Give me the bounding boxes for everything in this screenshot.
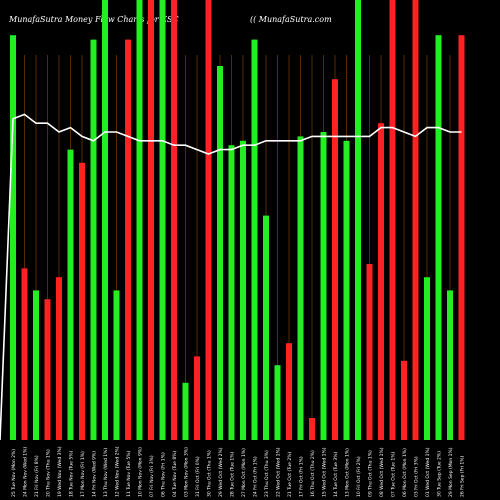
bar	[251, 39, 258, 440]
bar	[159, 0, 166, 440]
x-tick-label: 23 Thu Oct (Thu 3%)	[264, 450, 270, 497]
bar	[332, 79, 338, 440]
x-tick-label: 27 Mon Oct (Mon 1%)	[241, 448, 247, 497]
x-tick-label: 30 Thu Oct (Thu 1%)	[207, 450, 213, 497]
x-tick-label: 07 Fri Nov (Fri 3%)	[149, 455, 155, 497]
bar	[205, 0, 212, 440]
money-flow-line-layer	[0, 113, 462, 441]
x-tick-label: 06 Mon Oct (Mon 1%)	[402, 448, 408, 497]
chart-title: MunafaSutra Money Flow Charts for ESC	[9, 15, 179, 24]
x-tick-label: 19 Wed Nov (Wed 3%)	[57, 446, 63, 497]
x-tick-label: 17 Mon Nov (Fri 1%)	[80, 451, 86, 497]
x-tick-label: 14 Fri Nov (Wed 9%)	[92, 451, 98, 497]
bar	[148, 0, 154, 440]
bar	[79, 162, 85, 441]
bar	[56, 277, 62, 440]
bar	[90, 39, 97, 440]
x-tick-label: 04 Tue Nov (Tue 8%)	[172, 451, 178, 497]
bar	[401, 360, 407, 440]
bar	[447, 290, 453, 440]
bar	[217, 66, 223, 440]
x-tick-label: 10 Mon Nov (Mon 9%)	[138, 447, 144, 497]
bar	[44, 299, 51, 440]
x-tick-label: 29 Mon Sep (Mon 1%)	[448, 447, 454, 497]
bar	[240, 140, 246, 441]
x-tick-label: 06 Thu Nov (Fri 1%)	[161, 452, 167, 497]
bar	[412, 0, 419, 440]
x-tick-label: 15 Wed Oct (Wed 1%)	[322, 447, 328, 497]
site-label: (( MunafaSutra.com	[250, 15, 332, 24]
x-tick-label: 21 Tue Oct (Tue 2%)	[287, 452, 293, 497]
bar	[102, 0, 108, 440]
bar	[435, 35, 442, 440]
bar	[136, 0, 143, 440]
x-tick-label: 30 Tue Sep (Tue 2%)	[437, 451, 443, 497]
bar	[125, 39, 131, 440]
x-tick-label: 07 Tue Oct (Tue 1%)	[391, 452, 397, 497]
x-tick-label: 25 Tue Nov (Mon 2%)	[11, 449, 17, 497]
bar	[182, 382, 189, 440]
x-tick-label: 24 Mon Nov (Wed 1%)	[23, 447, 29, 497]
money-flow-line	[0, 113, 462, 441]
x-tick-label: 14 Tue Oct (Tue 3%)	[333, 452, 339, 497]
bar	[355, 0, 361, 440]
bar	[424, 277, 430, 440]
x-tick-label: 26 Fri Sep (Fri 1%)	[460, 455, 466, 497]
bar	[228, 145, 235, 440]
bar	[297, 136, 304, 440]
bar	[366, 264, 373, 440]
bar	[67, 149, 74, 440]
x-tick-label: 08 Wed Oct (Wed 1%)	[379, 447, 385, 497]
x-tick-labels: 25 Tue Nov (Mon 2%) 24 Mon Nov (Wed 1%) 21…	[11, 446, 466, 497]
x-tick-label: 10 Fri Oct (Fri 2%)	[356, 456, 362, 497]
bar	[21, 268, 28, 440]
bar	[286, 343, 292, 440]
bar	[320, 132, 327, 440]
bar	[389, 0, 396, 440]
x-tick-label: 20 Thu Nov (Thu 1%)	[46, 449, 52, 497]
x-tick-label: 28 Tue Oct (Tue 1%)	[230, 452, 236, 497]
x-tick-label: 17 Fri Oct (Fri 1%)	[299, 456, 305, 497]
x-tick-label: 03 Mon Nov (Mon 3%)	[184, 447, 190, 497]
x-tick-label: 01 Wed Oct (Wed 1%)	[425, 447, 431, 497]
x-tick-label: 12 Wed Nov (Wed 2%)	[115, 446, 121, 497]
bar	[343, 140, 350, 441]
x-tick-label: 24 Fri Oct (Fri 1%)	[253, 456, 259, 497]
x-tick-label: 13 Thu Nov (Wed 1%)	[103, 448, 109, 497]
x-tick-label: 31 Fri Oct (Fri 0%)	[195, 456, 201, 497]
bar	[263, 215, 269, 440]
x-tick-label: 18 Tue Nov (Tue 5%)	[69, 451, 75, 497]
bar	[458, 35, 465, 440]
x-tick-label: 13 Mon Oct (Mon 1%)	[345, 448, 351, 497]
bar	[194, 356, 200, 440]
x-tick-label: 29 Wed Oct (Wed 2%)	[218, 447, 224, 497]
bar	[113, 290, 120, 440]
bar	[10, 35, 16, 440]
x-tick-label: 22 Wed Oct (Wed 1%)	[276, 447, 282, 497]
bar	[171, 0, 177, 440]
bar	[33, 290, 39, 440]
x-tick-label: 11 Tue Nov (Tue 5%)	[126, 451, 132, 497]
x-tick-label: 16 Thu Oct (Thu 2%)	[310, 450, 316, 497]
x-tick-label: 03 Fri Oct (Fri 3%)	[414, 456, 420, 497]
bar	[274, 365, 281, 440]
bars	[10, 0, 465, 441]
bar	[309, 418, 315, 440]
x-tick-label: 09 Thu Oct (Thu 1%)	[368, 450, 374, 497]
x-tick-label: 21 Fri Nov (Fri 8%)	[34, 455, 40, 497]
bar	[378, 123, 384, 440]
